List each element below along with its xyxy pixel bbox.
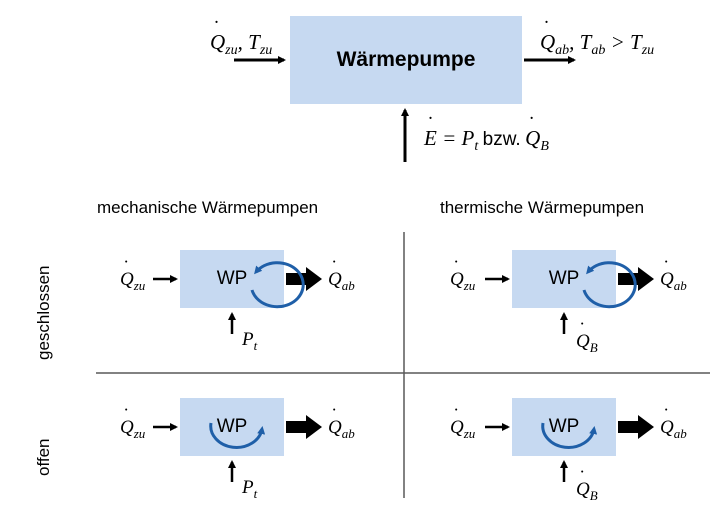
wp-label: WP: [216, 416, 248, 437]
therm-closed-output-label: Q ˙ ab: [660, 257, 687, 293]
column-heading-mechanisch: mechanische Wärmepumpen: [97, 198, 319, 217]
bzw-label: bzw.: [482, 129, 521, 150]
cycle-arrow-closed: [582, 261, 637, 309]
therm-closed-input-label: Q ˙ zu: [450, 257, 476, 293]
top-input-label: Q ˙ zu, Tzu: [210, 16, 273, 59]
wp-box-therm-closed: WP: [512, 250, 616, 308]
mech-open-drive-label: Pt: [242, 477, 258, 501]
cycle-arrow-closed: [250, 261, 305, 309]
waermepumpe-box: Wärmepumpe: [290, 16, 522, 104]
output-arrow: [286, 415, 322, 439]
column-heading-thermisch: thermische Wärmepumpen: [440, 198, 645, 217]
mech-closed-output-label: Q ˙ ab: [328, 257, 355, 293]
top-output-label: Q ˙ ab, Tab > Tzu: [540, 16, 655, 59]
cycle-arrow-open: [541, 422, 598, 449]
wp-label: WP: [548, 416, 580, 437]
cycle-arrow-open: [209, 422, 266, 449]
therm-closed-drive-label: Q ˙ B: [576, 319, 598, 355]
therm-open-drive-label: Q ˙ B: [576, 467, 598, 503]
therm-open-input-label: Q ˙ zu: [450, 405, 476, 441]
wp-box-mech-closed: WP: [180, 250, 284, 308]
mech-open-input-label: Q ˙ zu: [120, 405, 146, 441]
top-energy-label: E ˙ = Pt bzw. Q ˙ B: [424, 112, 549, 155]
mech-closed-drive-label: Pt: [242, 329, 258, 353]
wp-label: WP: [548, 268, 580, 289]
mech-open-output-label: Q ˙ ab: [328, 405, 355, 441]
waermepumpe-label: Wärmepumpe: [336, 48, 476, 71]
output-arrow: [618, 415, 654, 439]
mech-closed-input-label: Q ˙ zu: [120, 257, 146, 293]
wp-label: WP: [216, 268, 248, 289]
therm-open-output-label: Q ˙ ab: [660, 405, 687, 441]
